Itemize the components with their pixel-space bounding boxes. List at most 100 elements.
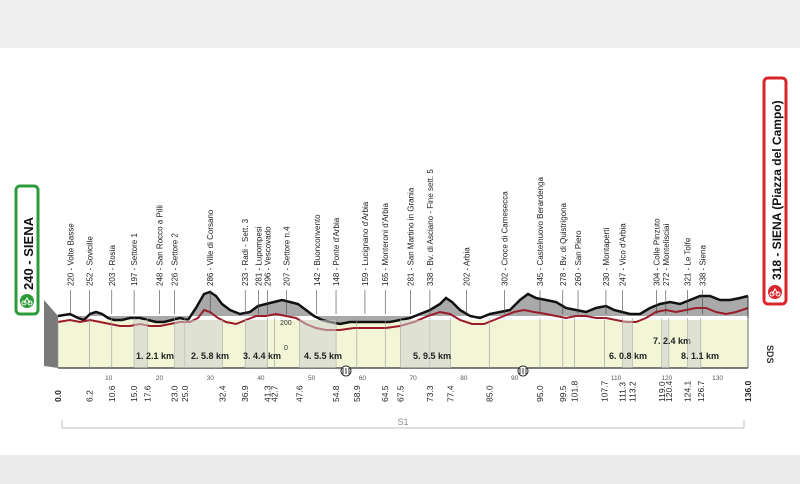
- km-distance-label: 47.6: [295, 385, 305, 402]
- axis-tick-label: 60: [359, 375, 367, 382]
- sector-label: 6. 0.8 km: [609, 351, 647, 361]
- start-cyclist-icon: [20, 294, 34, 308]
- km-distance-label: 54.8: [331, 385, 341, 402]
- km-distance-label: 25.0: [180, 385, 190, 402]
- sector-label: 7. 2.4 km: [653, 336, 691, 346]
- feed-zone-icon-2: [517, 365, 529, 377]
- axis-tick-label: 40: [257, 375, 265, 382]
- km-distance-label: 113.2: [627, 381, 637, 402]
- finish-label: 318 - SIENA (Piazza del Campo): [770, 100, 784, 280]
- place-label: 252 - Sovicille: [85, 236, 94, 286]
- km-distance-label: 136.0: [743, 380, 753, 402]
- start-wall: [44, 300, 58, 368]
- axis-tick-label: 90: [511, 375, 519, 382]
- start-badge: 240 - SIENA: [14, 184, 40, 316]
- place-label: 207 - Settore n.4: [282, 226, 291, 286]
- start-label: 240 - SIENA: [21, 216, 36, 290]
- km-distance-label: 23.0: [170, 385, 180, 402]
- brand-logo: SDS: [765, 345, 775, 364]
- sector-band: [134, 320, 148, 368]
- top-band: [0, 0, 800, 48]
- place-label: 281 - San Martino in Grania: [407, 187, 416, 286]
- km-distance-label: 99.5: [558, 385, 568, 402]
- sector-label: 8. 1.1 km: [681, 351, 719, 361]
- km-distance-label: 10.6: [107, 385, 117, 402]
- sector-band: [400, 320, 451, 368]
- axis-tick-label: 10: [105, 375, 113, 382]
- sector-band: [622, 320, 633, 368]
- place-label: 248 - San Rocco a Pilli: [155, 205, 164, 286]
- km-distance-label: 15.0: [129, 385, 139, 402]
- km-distance-label: 111.3: [618, 382, 628, 402]
- finish-badge: 318 - SIENA (Piazza del Campo): [762, 76, 788, 306]
- profile-panel: [0, 48, 800, 455]
- start-cyclist-glyph: [21, 297, 33, 306]
- sector-label: 4. 5.5 km: [304, 351, 342, 361]
- feed-zone-icon: [340, 365, 352, 377]
- place-label: 338 - Bv. di Asciano - Fine sett. 5: [426, 169, 435, 286]
- axis-tick-label: 130: [712, 375, 723, 382]
- sector-label: 5. 9.5 km: [413, 351, 451, 361]
- sector-band: [245, 320, 268, 368]
- axis-tick-label: 30: [207, 375, 215, 382]
- place-label: 226 - Settore 2: [171, 233, 180, 286]
- km-distance-label: 6.2: [84, 390, 94, 402]
- km-distance-label: 77.4: [446, 385, 456, 402]
- place-label: 296 - Vescovado: [264, 226, 273, 286]
- place-label: 247 - Vico d'Arbia: [619, 223, 628, 286]
- km-distance-label: 73.3: [425, 385, 435, 402]
- gravel-sectors: 1. 2.1 km 2. 5.8 km 3. 4.4 km 4. 5.5 km 5. 9…: [134, 320, 719, 368]
- km-distance-label: 17.6: [142, 385, 152, 402]
- km-distance-label: 0.0: [53, 390, 63, 402]
- place-label: 202 - Arbia: [462, 247, 471, 286]
- sector-band: [687, 320, 701, 368]
- sector-label: 1. 2.1 km: [136, 351, 174, 361]
- profile-line-black: [57, 290, 749, 326]
- finish-cyclist-glyph: [769, 288, 781, 297]
- place-label: 230 - Montaperti: [602, 228, 611, 286]
- km-distance-label: 67.5: [395, 385, 405, 402]
- place-label: 272 - Montelisciai: [662, 224, 671, 286]
- km-distance-label: 119.0: [657, 381, 667, 402]
- bottom-band: [0, 455, 800, 484]
- place-label: 321 - Le Tolfe: [684, 237, 693, 286]
- place-label: 260 - San Piero: [574, 230, 583, 286]
- place-label: 159 - Lucignano d'Arbia: [361, 201, 370, 286]
- place-label: 233 - Radi - Sett. 3: [241, 218, 250, 286]
- altitude-200-label: 200: [280, 320, 292, 327]
- place-label: 203 - Rosia: [108, 245, 117, 286]
- sector-label: 3. 4.4 km: [243, 351, 281, 361]
- altitude-0-label: 0: [284, 345, 288, 352]
- axis-tick-label: 50: [308, 375, 316, 382]
- place-label: 286 - Ville di Corsano: [206, 209, 215, 286]
- axis-tick-label: 70: [410, 375, 418, 382]
- sector-label: 2. 5.8 km: [191, 351, 229, 361]
- finish-cyclist-icon: [768, 285, 782, 299]
- km-distance-label: 95.0: [535, 385, 545, 402]
- sector-band: [661, 320, 669, 368]
- place-label: 278 - Bv. di Quistrigona: [559, 202, 568, 286]
- place-label: 302 - Croce di Camesecca: [500, 191, 509, 286]
- axis-tick-label: 20: [156, 375, 164, 382]
- place-label: 148 - Ponte d'Arbia: [332, 217, 341, 286]
- place-labels: 220 - Volte Basse 252 - Sovicille 203 - Ro…: [67, 169, 707, 314]
- place-label: 304 - Colle Pinzuto: [653, 218, 662, 286]
- place-label: 142 - Buonconvento: [313, 214, 322, 286]
- axis-ticks: 10 20 30 40 50 60 70 80 90 110 120 130: [105, 375, 723, 382]
- km-distance-label: 126.7: [696, 380, 706, 402]
- profile-line-red: [57, 307, 749, 331]
- place-label: 345 - Castelnuovo Berardenga: [536, 176, 545, 286]
- place-label: 220 - Volte Basse: [67, 223, 76, 286]
- place-label: 281 - Lupompesi: [254, 226, 263, 286]
- km-distance-label: 36.9: [240, 385, 250, 402]
- axis-tick-label: 110: [611, 375, 622, 382]
- km-distance-label: 41.3: [263, 385, 273, 402]
- km-distance-label: 85.0: [484, 385, 494, 402]
- zone-label: S1: [397, 417, 408, 427]
- km-distance-label: 42.7: [270, 385, 280, 402]
- km-distance-label: 64.5: [380, 385, 390, 402]
- place-label: 338 - Siena: [698, 245, 707, 286]
- sector-band: [299, 320, 337, 368]
